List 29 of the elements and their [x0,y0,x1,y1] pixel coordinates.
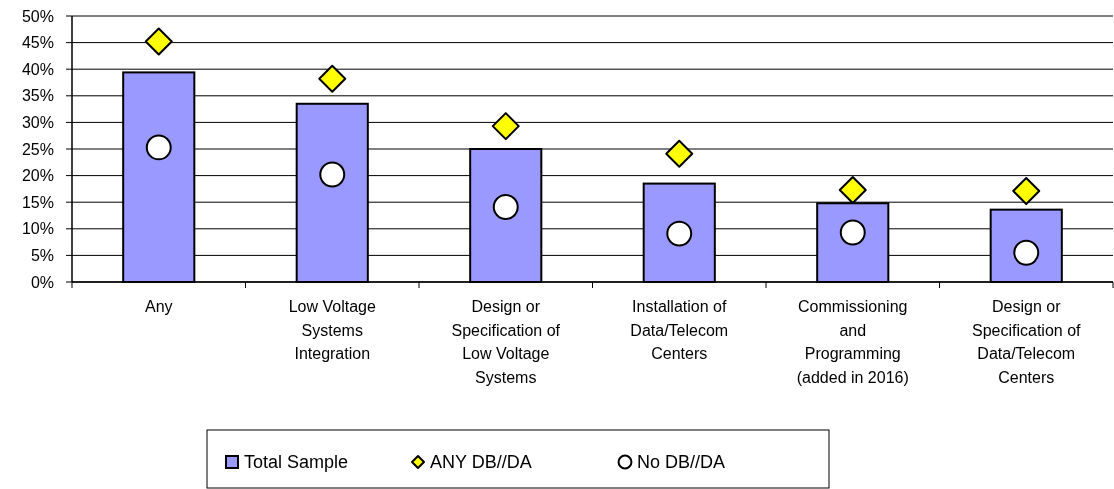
y-tick-label: 30% [21,114,54,131]
point [492,194,519,220]
y-tick-label: 45% [21,34,54,52]
legend-label: No DB//DA [637,452,726,473]
y-tick-label: 25% [21,140,54,158]
point [144,27,173,56]
y-tick-label: 5% [30,247,54,264]
x-tick-label: Commissioning and Programming (added in 2016) [796,298,909,387]
point [838,175,867,204]
x-tick-label: Design or Specification of Data/Telecom Centers [971,298,1082,387]
point [145,134,172,161]
point [319,161,346,188]
y-tick-label: 35% [21,87,54,105]
x-tick-label: Any [144,298,173,315]
x-tick-label: Installation of Data/Telecom Centers [630,298,729,363]
point [491,112,520,141]
y-tick-label: 15% [21,193,54,211]
legend-label: Total Sample [244,452,349,473]
x-tick-label: Design or Specification of Low Voltage Systems [451,298,561,387]
y-tick-label: 50% [21,7,54,25]
point [1012,177,1041,206]
y-tick-label: 10% [21,220,54,238]
point [318,64,347,93]
y-tick-label: 0% [30,273,54,291]
x-tick-label: Low Voltage Systems Integration [288,298,376,363]
y-tick-label: 40% [21,60,54,78]
point [665,139,694,168]
legend-label: ANY DB//DA [430,452,532,473]
y-tick-label: 20% [21,167,54,185]
